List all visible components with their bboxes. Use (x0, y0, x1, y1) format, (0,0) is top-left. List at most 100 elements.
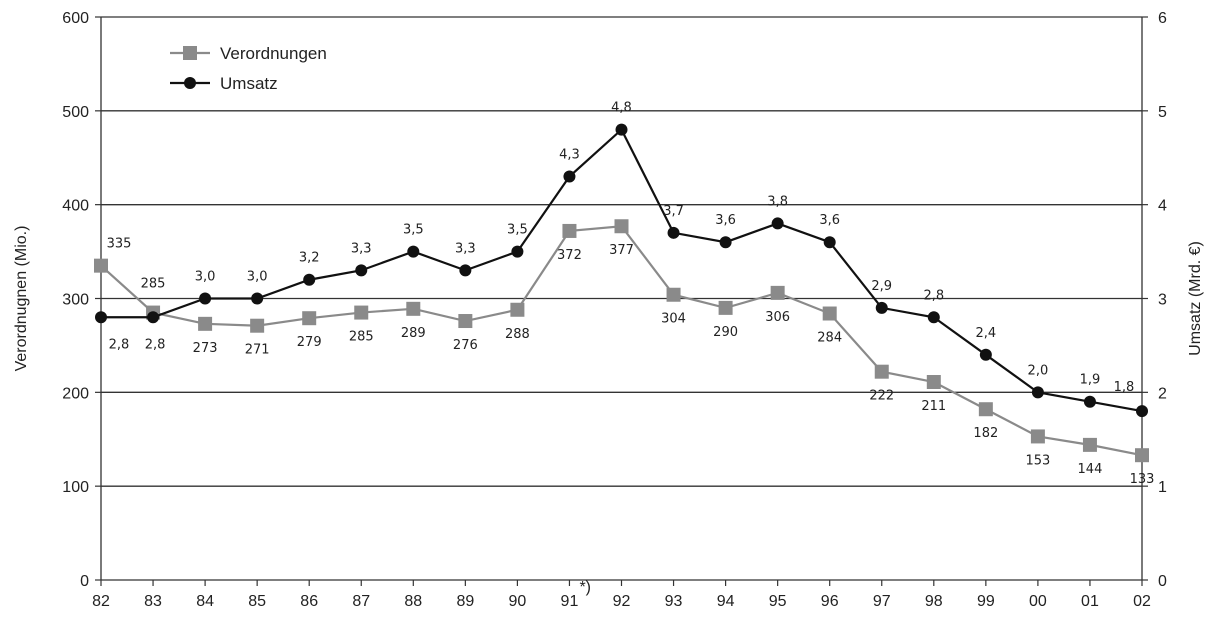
data-label-verordnungen: 289 (401, 326, 426, 341)
x-tick-label: 99 (977, 593, 995, 610)
data-point-verordnungen (562, 223, 577, 238)
y-tick-label: 100 (62, 479, 89, 496)
data-label-umsatz: 3,6 (819, 213, 840, 228)
data-point-verordnungen (510, 302, 525, 317)
data-point-umsatz (95, 311, 107, 324)
data-point-verordnungen (978, 402, 993, 417)
x-tick-label: 00 (1029, 593, 1047, 610)
y-tick-label: 600 (62, 10, 89, 27)
data-label-verordnungen: 273 (193, 341, 218, 356)
data-point-verordnungen (718, 300, 733, 315)
legend-marker-verordnungen (183, 46, 197, 60)
data-label-verordnungen: 133 (1130, 472, 1155, 487)
data-label-umsatz: 2,8 (145, 337, 166, 352)
data-label-umsatz: 1,8 (1114, 380, 1135, 395)
data-point-umsatz (1083, 395, 1096, 408)
data-label-verordnungen: 304 (661, 312, 686, 327)
data-point-umsatz (407, 245, 420, 258)
data-label-umsatz: 2,8 (923, 288, 944, 303)
x-tick-label: 91 (561, 593, 579, 610)
data-point-umsatz (199, 292, 212, 305)
x-tick-label: 01 (1081, 593, 1099, 610)
data-point-umsatz (1031, 386, 1044, 399)
data-point-umsatz (667, 226, 680, 239)
data-point-verordnungen (406, 301, 421, 316)
data-point-verordnungen (822, 306, 837, 321)
y-right-tick-label: 2 (1158, 385, 1167, 402)
y-tick-label: 500 (62, 104, 89, 121)
data-point-verordnungen (874, 364, 889, 379)
x-tick-label: 89 (456, 593, 474, 610)
data-label-verordnungen: 335 (107, 237, 132, 252)
data-label-umsatz: 2,0 (1028, 363, 1049, 378)
x-tick-label: 90 (509, 593, 527, 610)
data-point-umsatz (1136, 405, 1148, 418)
data-label-umsatz: 3,6 (715, 213, 736, 228)
data-label-umsatz: 3,0 (247, 270, 268, 285)
x-tick-label: 97 (873, 593, 891, 610)
data-label-umsatz: 3,5 (507, 223, 528, 238)
y-tick-label: 0 (80, 573, 89, 590)
x-tick-label: 87 (352, 593, 370, 610)
data-label-verordnungen: 153 (1025, 453, 1050, 468)
data-point-verordnungen (926, 375, 941, 390)
data-label-umsatz: 3,0 (195, 270, 216, 285)
legend-label-umsatz: Umsatz (220, 74, 278, 93)
data-label-verordnungen: 377 (609, 243, 634, 258)
data-point-verordnungen (354, 305, 369, 320)
x-tick-label: 88 (404, 593, 422, 610)
data-label-umsatz: 3,5 (403, 223, 424, 238)
legend-marker-umsatz (184, 77, 196, 89)
x-tick-label: 85 (248, 593, 266, 610)
data-label-verordnungen: 182 (973, 426, 998, 441)
x-tick-label: 83 (144, 593, 162, 610)
data-label-umsatz: 3,7 (663, 204, 684, 219)
series-layer (94, 123, 1149, 463)
data-label-verordnungen: 372 (557, 248, 582, 263)
y-tick-label: 400 (62, 198, 89, 215)
data-point-umsatz (719, 236, 732, 249)
x-tick-label: 93 (665, 593, 683, 610)
data-label-umsatz: 3,3 (351, 241, 372, 256)
data-label-verordnungen: 222 (869, 389, 894, 404)
data-point-verordnungen (1082, 437, 1097, 452)
data-point-umsatz (511, 245, 524, 258)
y-axis-title: Verordnugnen (Mio.) (13, 226, 30, 372)
data-point-verordnungen (1030, 429, 1045, 444)
data-point-verordnungen (1135, 448, 1149, 463)
y-right-tick-label: 0 (1158, 573, 1167, 590)
data-label-umsatz: 2,9 (871, 279, 892, 294)
data-label-umsatz: 2,8 (109, 337, 130, 352)
data-point-verordnungen (198, 316, 213, 331)
data-point-verordnungen (770, 285, 785, 300)
data-point-umsatz (459, 264, 472, 277)
data-label-verordnungen: 211 (921, 399, 946, 414)
data-point-umsatz (563, 170, 576, 183)
data-point-umsatz (615, 123, 628, 136)
data-point-verordnungen (614, 219, 629, 234)
x-tick-label: 86 (300, 593, 318, 610)
x-tick-label: 02 (1133, 593, 1151, 610)
x-tick-label: 82 (92, 593, 110, 610)
y-tick-label: 300 (62, 292, 89, 309)
y-right-tick-label: 4 (1158, 198, 1167, 215)
data-label-verordnungen: 285 (141, 277, 166, 292)
data-point-umsatz (875, 301, 888, 314)
data-point-verordnungen (458, 314, 473, 329)
data-label-umsatz: 3,3 (455, 241, 476, 256)
x-tick-label: 92 (613, 593, 631, 610)
data-label-verordnungen: 290 (713, 325, 738, 340)
x-tick-label: 98 (925, 593, 943, 610)
gridlines (101, 16, 1142, 487)
data-point-verordnungen (250, 318, 265, 333)
data-label-verordnungen: 285 (349, 330, 374, 345)
data-point-umsatz (979, 348, 992, 361)
data-label-umsatz: 4,3 (559, 148, 580, 163)
data-label-umsatz: 3,8 (767, 194, 788, 209)
x-tick-label: 84 (196, 593, 214, 610)
y-right-tick-label: 3 (1158, 292, 1167, 309)
data-label-umsatz: 3,2 (299, 251, 320, 266)
data-point-umsatz (927, 311, 940, 324)
